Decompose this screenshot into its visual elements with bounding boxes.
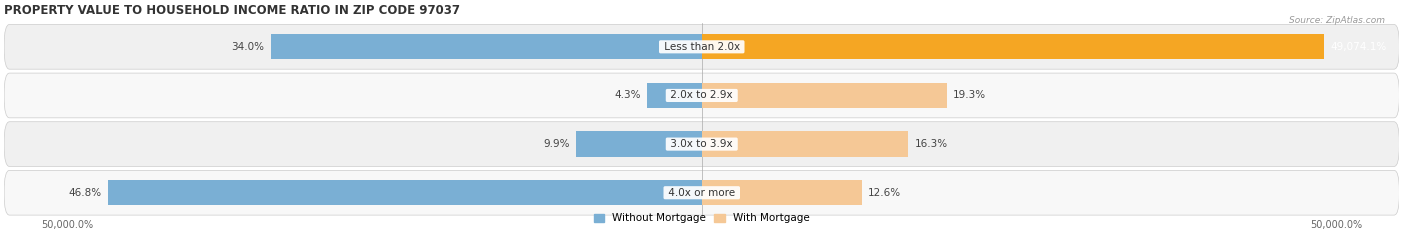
Text: 12.6%: 12.6%: [868, 188, 901, 198]
Bar: [702, 83, 946, 108]
FancyBboxPatch shape: [4, 122, 1399, 166]
Bar: [108, 180, 702, 205]
Bar: [702, 34, 1324, 59]
Text: 3.0x to 3.9x: 3.0x to 3.9x: [668, 139, 737, 149]
Bar: [702, 132, 908, 157]
Text: 4.3%: 4.3%: [614, 91, 641, 100]
FancyBboxPatch shape: [4, 24, 1399, 69]
Text: 2.0x to 2.9x: 2.0x to 2.9x: [668, 91, 737, 100]
Text: 16.3%: 16.3%: [915, 139, 948, 149]
Bar: [647, 83, 702, 108]
Text: Less than 2.0x: Less than 2.0x: [661, 42, 742, 52]
Text: 4.0x or more: 4.0x or more: [665, 188, 738, 198]
Text: 49,074.1%: 49,074.1%: [1330, 42, 1386, 52]
Bar: [702, 180, 862, 205]
Text: 19.3%: 19.3%: [953, 91, 986, 100]
Text: Source: ZipAtlas.com: Source: ZipAtlas.com: [1289, 16, 1385, 25]
FancyBboxPatch shape: [4, 170, 1399, 215]
Text: 9.9%: 9.9%: [543, 139, 569, 149]
Text: 46.8%: 46.8%: [69, 188, 101, 198]
Text: 34.0%: 34.0%: [231, 42, 264, 52]
Text: PROPERTY VALUE TO HOUSEHOLD INCOME RATIO IN ZIP CODE 97037: PROPERTY VALUE TO HOUSEHOLD INCOME RATIO…: [4, 4, 460, 17]
FancyBboxPatch shape: [4, 73, 1399, 118]
Bar: [270, 34, 702, 59]
Bar: [576, 132, 702, 157]
Legend: Without Mortgage, With Mortgage: Without Mortgage, With Mortgage: [589, 209, 814, 227]
